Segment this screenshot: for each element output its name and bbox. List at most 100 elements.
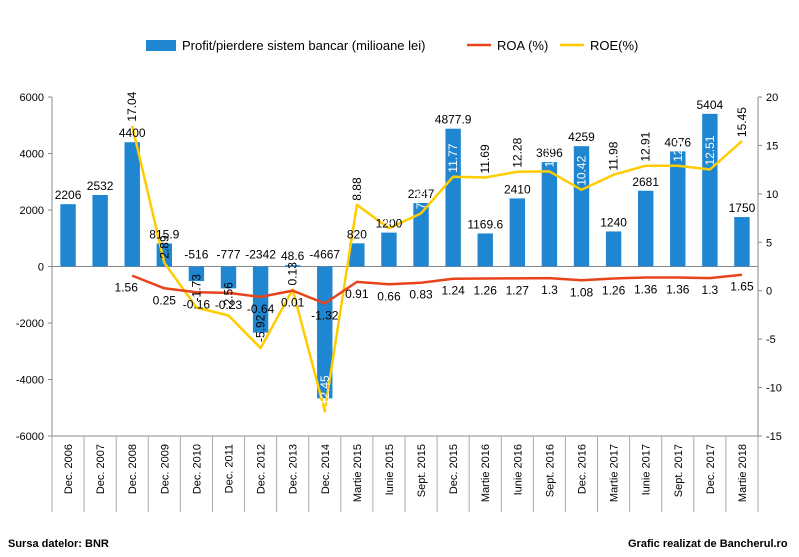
left-axis-tick-label: 0 xyxy=(38,262,44,274)
bar-value-label: 815.9 xyxy=(149,227,179,241)
bar xyxy=(188,266,205,282)
bar xyxy=(670,151,686,267)
bar-value-label: 48.6 xyxy=(281,249,305,263)
roe-value-label: 15.45 xyxy=(735,107,749,137)
roe-value-label: 8.88 xyxy=(350,177,364,201)
bar xyxy=(734,217,750,267)
bar xyxy=(124,142,140,267)
right-axis-tick-label: 0 xyxy=(766,286,772,298)
bar xyxy=(702,113,718,267)
legend-label-roa: ROA (%) xyxy=(497,38,548,53)
roa-line xyxy=(131,273,743,305)
bar-value-label: -2342 xyxy=(245,248,276,262)
bar xyxy=(349,243,365,267)
roa-value-label: 1.27 xyxy=(506,283,530,297)
roa-value-label: 0.91 xyxy=(345,287,369,301)
bar xyxy=(381,232,397,267)
left-axis-tick-label: 6000 xyxy=(20,92,44,104)
bar-value-label: -777 xyxy=(216,248,240,262)
bar-value-label: 1240 xyxy=(600,215,627,229)
bar-value-label: 1200 xyxy=(376,217,403,231)
roe-line xyxy=(130,125,743,413)
roe-value-label: -1.73 xyxy=(189,274,203,302)
roe-value-label: 11.69 xyxy=(478,144,492,173)
legend-label-profit: Profit/pierdere sistem bancar (milioane … xyxy=(182,38,425,53)
roa-value-label: 0.01 xyxy=(281,296,305,310)
roe-value-label: 12.32 xyxy=(542,137,556,167)
bar-value-label: 3696 xyxy=(536,146,563,160)
source-note: Sursa datelor: BNR xyxy=(8,538,109,550)
roe-value-label: 2.89 xyxy=(157,235,171,259)
bar-value-label: 2681 xyxy=(632,175,659,189)
roe-value-label: 11.98 xyxy=(607,141,621,170)
roa-value-label: -0.16 xyxy=(183,297,211,311)
bar xyxy=(573,146,590,267)
x-tick-label: Dec. 2017 xyxy=(705,444,717,494)
roe-value-label: 7.98 xyxy=(414,186,428,210)
bar xyxy=(541,162,558,267)
bar xyxy=(445,128,461,267)
roa-value-label: -0.64 xyxy=(247,302,275,316)
x-tick-label: Dec. 2010 xyxy=(191,444,203,494)
x-tick-label: Dec. 2006 xyxy=(63,444,75,494)
bar-value-label: 820 xyxy=(347,227,367,241)
left-axis-tick-label: 2000 xyxy=(20,205,44,217)
right-axis-tick-label: 15 xyxy=(766,140,778,152)
x-tick-label: Dec. 2016 xyxy=(577,444,589,494)
bar-value-label: -4667 xyxy=(309,248,340,262)
roa-value-label: 0.83 xyxy=(409,288,433,302)
bar-value-label: 4076 xyxy=(664,135,691,149)
roa-value-label: 1.26 xyxy=(474,284,498,298)
roa-value-label: 1.3 xyxy=(541,283,558,297)
left-axis-tick-label: -2000 xyxy=(16,318,44,330)
roa-value-label: -1.32 xyxy=(311,308,339,322)
roa-value-label: 1.3 xyxy=(702,283,719,297)
roe-value-label: -2.56 xyxy=(222,282,236,310)
x-tick-label: Dec. 2014 xyxy=(320,444,332,494)
x-tick-label: Martie 2018 xyxy=(737,444,749,502)
right-axis-tick-label: 20 xyxy=(766,92,778,104)
bar xyxy=(284,265,301,267)
roe-value-label: 12.91 xyxy=(639,131,653,161)
bar xyxy=(477,233,493,267)
x-tick-label: Sept. 2015 xyxy=(416,444,428,497)
x-tick-label: Iunie 2015 xyxy=(384,444,396,495)
roe-value-label: 17.04 xyxy=(125,91,139,121)
x-tick-label: Dec. 2009 xyxy=(159,444,171,494)
bar xyxy=(92,194,108,267)
roa-value-label: 1.56 xyxy=(115,281,139,295)
x-tick-label: Iunie 2016 xyxy=(512,444,524,495)
right-axis-tick-label: 10 xyxy=(766,189,778,201)
roa-value-label: 1.36 xyxy=(666,283,690,297)
bar-value-label: 4877.9 xyxy=(435,113,472,127)
bar-value-label: 2247 xyxy=(408,187,435,201)
roe-value-label: 12.28 xyxy=(510,137,524,167)
roa-value-label: 1.08 xyxy=(570,285,594,299)
left-axis-tick-label: 4000 xyxy=(20,149,44,161)
bar xyxy=(252,266,269,333)
roe-value-label: 12.9 xyxy=(671,138,685,162)
roe-value-label: 6.44 xyxy=(382,201,396,225)
x-tick-label: Martie 2016 xyxy=(480,444,492,502)
x-tick-label: Sept. 2016 xyxy=(544,444,556,497)
bar xyxy=(509,198,526,267)
left-axis-tick-label: -4000 xyxy=(16,375,44,387)
roa-value-label: 0.25 xyxy=(153,293,177,307)
x-tick-label: Dec. 2011 xyxy=(224,444,236,493)
x-tick-label: Martie 2017 xyxy=(609,444,621,502)
roe-value-label: -12.45 xyxy=(318,375,332,409)
roa-value-label: 1.24 xyxy=(441,284,465,298)
right-axis-tick-label: -15 xyxy=(766,431,782,443)
bar-value-label: 4400 xyxy=(119,126,146,140)
roe-value-label: 12.51 xyxy=(703,135,717,165)
x-tick-label: Martie 2015 xyxy=(352,444,364,502)
x-tick-label: Dec. 2015 xyxy=(448,444,460,494)
x-tick-label: Dec. 2013 xyxy=(288,444,300,494)
x-tick-label: Sept. 2017 xyxy=(673,444,685,497)
x-tick-label: Dec. 2008 xyxy=(127,444,139,494)
x-tick-label: Dec. 2012 xyxy=(256,444,268,494)
bar-value-label: 2206 xyxy=(55,188,82,202)
bar-value-label: 5404 xyxy=(697,98,724,112)
bar-value-label: 2532 xyxy=(87,179,114,193)
